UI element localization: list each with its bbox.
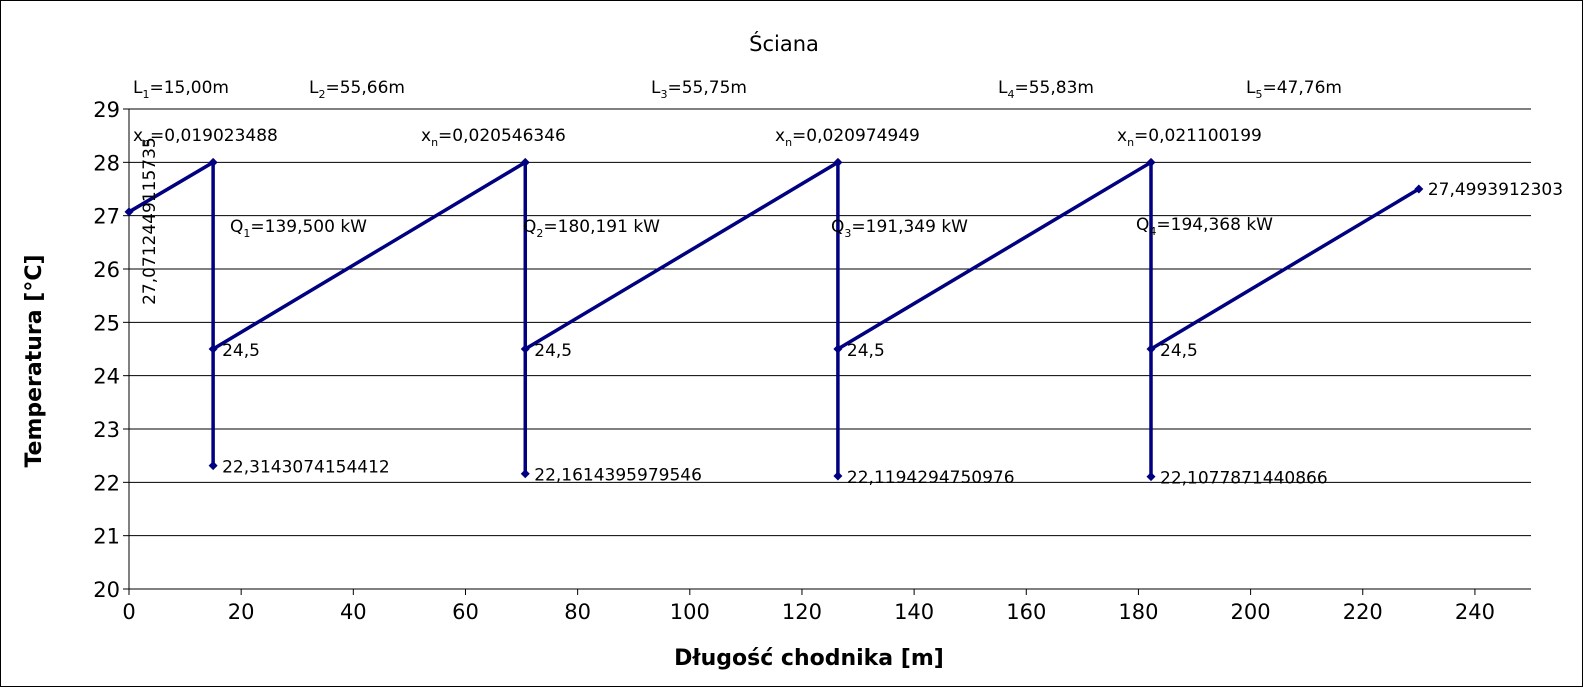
x-tick-label: 20 [228, 600, 255, 624]
x-tick-label: 60 [452, 600, 479, 624]
data-label: 27,0712449115735 [140, 137, 160, 305]
data-labels: 27,0712449115735 22,3143074154412 24,5 22,1… [140, 137, 1563, 488]
x-tick-label: 160 [1006, 600, 1046, 624]
data-label: 22,3143074154412 [222, 458, 390, 478]
xn-annotation: xn=0,019023488 [133, 126, 278, 149]
heat-annotation: Q1=139,500 kW [230, 217, 367, 240]
series-group [124, 157, 1424, 482]
x-tick-label: 0 [122, 600, 135, 624]
y-tick-label: 21 [93, 525, 120, 549]
data-point-marker [833, 157, 843, 167]
data-label: 24,5 [222, 341, 260, 361]
y-tick-label: 22 [93, 471, 120, 495]
data-label: 22,1077871440866 [1160, 469, 1328, 489]
y-tick-label: 25 [93, 311, 120, 335]
x-tick-label: 100 [670, 600, 710, 624]
data-point-marker [1146, 472, 1156, 482]
y-tick-label: 29 [93, 98, 120, 122]
data-point-marker [520, 469, 530, 479]
data-point-marker [1146, 344, 1156, 354]
y-tick-label: 20 [93, 578, 120, 602]
y-tick-label: 28 [93, 151, 120, 175]
chart-title: Ściana [749, 31, 819, 56]
data-label: 24,5 [847, 341, 885, 361]
data-label: 24,5 [1160, 341, 1198, 361]
length-annotation: L4=55,83m [998, 78, 1094, 101]
length-annotation: L2=55,66m [309, 78, 405, 101]
x-tick-label: 40 [340, 600, 367, 624]
x-tick-label: 180 [1118, 600, 1158, 624]
data-label: 27,4993912303 [1428, 180, 1563, 200]
heat-annotation: Q4=194,368 kW [1136, 215, 1273, 238]
xn-annotation: xn=0,020974949 [775, 126, 920, 149]
data-point-marker [520, 157, 530, 167]
x-tick-label: 120 [782, 600, 822, 624]
data-point-marker [520, 344, 530, 354]
x-tick-label: 200 [1231, 600, 1271, 624]
y-tick-labels: 20 21 22 23 24 25 26 27 28 29 [93, 98, 120, 602]
y-tick-label: 23 [93, 418, 120, 442]
y-tick-label: 26 [93, 258, 120, 282]
heat-annotation: Q2=180,191 kW [523, 217, 660, 240]
axes [123, 108, 1531, 595]
data-point-marker [208, 344, 218, 354]
data-point-marker [1414, 184, 1424, 194]
data-point-marker [208, 157, 218, 167]
data-point-marker [124, 207, 134, 217]
x-tick-label: 140 [894, 600, 934, 624]
data-label: 22,1194294750976 [847, 468, 1015, 488]
x-tick-label: 220 [1343, 600, 1383, 624]
annotations: L1=15,00m L2=55,66m L3=55,75m L4=55,83m L5=4… [133, 78, 1342, 240]
data-point-marker [833, 471, 843, 481]
xn-annotation: xn=0,020546346 [421, 126, 566, 149]
x-axis-title: Długość chodnika [m] [674, 646, 944, 671]
heat-annotation: Q3=191,349 kW [831, 217, 968, 240]
x-tick-label: 240 [1455, 600, 1495, 624]
data-point-marker [833, 344, 843, 354]
length-annotation: L1=15,00m [133, 78, 229, 101]
data-label: 24,5 [534, 341, 572, 361]
length-annotation: L3=55,75m [651, 78, 747, 101]
y-tick-label: 24 [93, 365, 120, 389]
y-tick-label: 27 [93, 205, 120, 229]
y-axis-title: Temperatura [°C] [22, 254, 47, 467]
x-tick-label: 80 [564, 600, 591, 624]
data-point-marker [1146, 157, 1156, 167]
series-line [128, 159, 1420, 477]
data-label: 22,1614395979546 [534, 466, 702, 486]
grid-lines [129, 108, 1531, 590]
x-tick-labels: 0 20 40 60 80 100 120 140 160 180 200 220 240 [122, 600, 1495, 624]
data-point-marker [208, 461, 218, 471]
xn-annotation: xn=0,021100199 [1117, 126, 1262, 149]
length-annotation: L5=47,76m [1246, 78, 1342, 101]
